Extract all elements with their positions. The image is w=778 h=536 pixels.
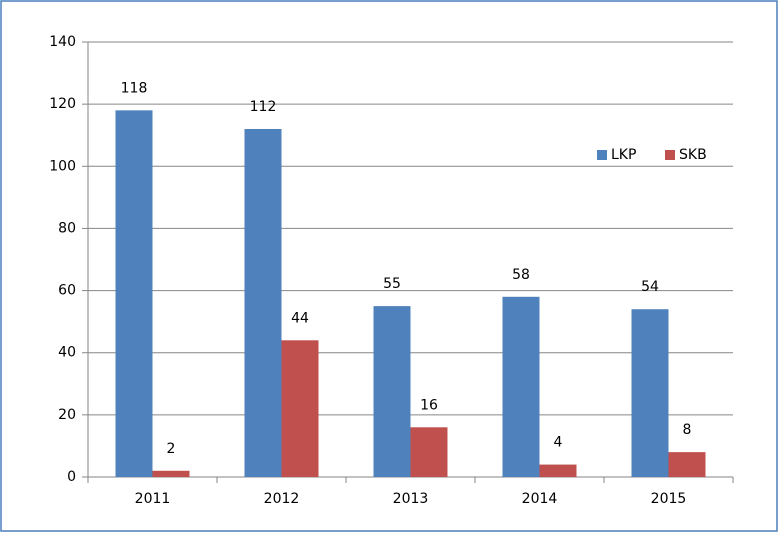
bar [410, 427, 448, 477]
legend-label: LKP [611, 147, 636, 163]
data-label: 2 [167, 441, 176, 457]
bar [281, 340, 319, 477]
data-label: 112 [250, 99, 277, 115]
x-tick-label: 2011 [135, 491, 171, 507]
y-tick-label: 40 [58, 345, 76, 361]
bar [373, 306, 411, 477]
bar [115, 110, 153, 477]
x-tick-label: 2015 [651, 491, 687, 507]
data-label: 44 [291, 310, 309, 326]
x-tick-label: 2013 [393, 491, 429, 507]
data-label: 55 [383, 276, 401, 292]
bar [502, 296, 540, 477]
bar [244, 129, 282, 477]
y-tick-label: 100 [49, 158, 76, 174]
data-label: 16 [420, 397, 438, 413]
x-tick-label: 2012 [264, 491, 300, 507]
bar [668, 452, 706, 477]
y-tick-label: 140 [49, 34, 76, 50]
legend-label: SKB [679, 147, 707, 163]
y-tick-label: 80 [58, 220, 76, 236]
y-tick-label: 120 [49, 96, 76, 112]
data-label: 4 [554, 435, 563, 451]
y-tick-label: 20 [58, 407, 76, 423]
legend-swatch [597, 150, 607, 160]
x-tick-label: 2014 [522, 491, 558, 507]
data-label: 118 [121, 80, 148, 96]
data-label: 8 [683, 422, 692, 438]
y-tick-label: 60 [58, 283, 76, 299]
bar [539, 464, 577, 477]
legend-swatch [665, 150, 675, 160]
y-tick-label: 0 [67, 469, 76, 485]
data-label: 58 [512, 267, 530, 283]
data-label: 54 [641, 279, 659, 295]
bar [631, 309, 669, 477]
bar [152, 470, 190, 477]
